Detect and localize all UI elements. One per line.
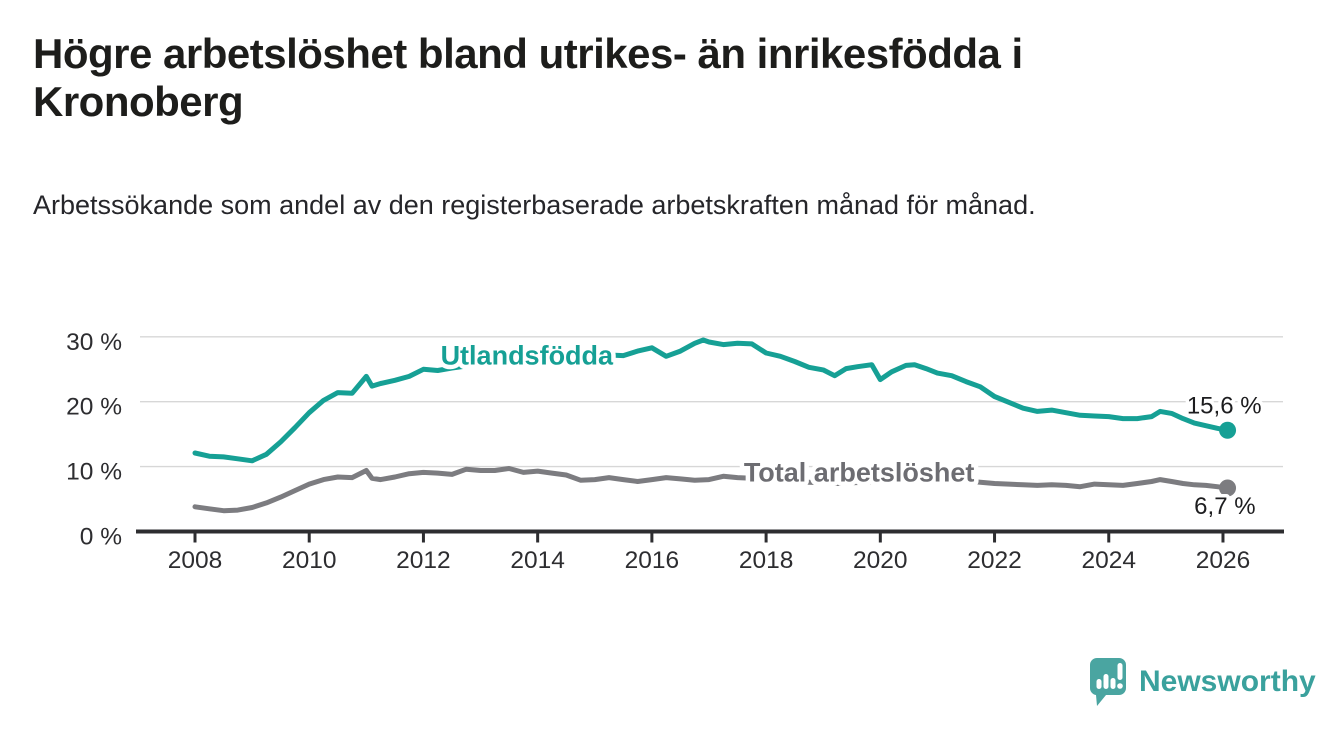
x-axis-tick-label-2020: 2020	[853, 547, 908, 574]
y-axis-label-0: 0 %	[80, 524, 122, 551]
series-end-value-utlandsfodda: 15,6 %	[1187, 392, 1262, 419]
y-axis-label-20: 20 %	[66, 394, 122, 421]
series-label-total-arbetsloshet: Total arbetslöshet	[744, 458, 975, 488]
x-axis-tick-label-2022: 2022	[967, 547, 1022, 574]
newsworthy-logo: Newsworthy	[1088, 655, 1316, 709]
x-axis-tick-label-2018: 2018	[739, 547, 794, 574]
chart-subtitle: Arbetssökande som andel av den registerb…	[33, 190, 1036, 220]
series-label-utlandsfodda: Utlandsfödda	[441, 341, 614, 371]
newsworthy-logo-icon	[1089, 658, 1126, 706]
x-axis-tick-label-2012: 2012	[396, 547, 451, 574]
logo-bar-2	[1103, 674, 1109, 689]
x-axis-tick-label-2014: 2014	[510, 547, 565, 574]
logo-bar-1	[1096, 679, 1102, 689]
x-axis-tick-label-2024: 2024	[1082, 547, 1137, 574]
logo-exclamation-bar	[1117, 663, 1123, 680]
series-end-value-total-arbetsloshet: 6,7 %	[1194, 493, 1255, 520]
series-line-utlandsfodda	[192, 337, 1230, 464]
y-axis-label-10: 10 %	[66, 459, 122, 486]
series-line-total-arbetsloshet	[192, 466, 1230, 514]
x-axis-tick-label-2026: 2026	[1196, 547, 1251, 574]
y-axis-label-30: 30 %	[66, 329, 122, 356]
chart-title: Högre arbetslöshet bland utrikes- än inr…	[33, 30, 1023, 125]
x-axis-tick-label-2010: 2010	[282, 547, 337, 574]
logo-bar-3	[1110, 678, 1116, 689]
unemployment-line-chart: 0 % 10 % 20 % 30 % 2008 2010 2012 2014 2016 2018 2…	[66, 329, 1284, 574]
logo-exclamation-dot	[1117, 683, 1123, 689]
series-end-dot-total-arbetsloshet	[1219, 479, 1237, 497]
newsworthy-logo-text: Newsworthy	[1139, 665, 1316, 698]
x-axis-tick-label-2008: 2008	[168, 547, 223, 574]
series-end-dot-utlandsfodda	[1219, 421, 1237, 439]
x-axis-tick-label-2016: 2016	[625, 547, 680, 574]
